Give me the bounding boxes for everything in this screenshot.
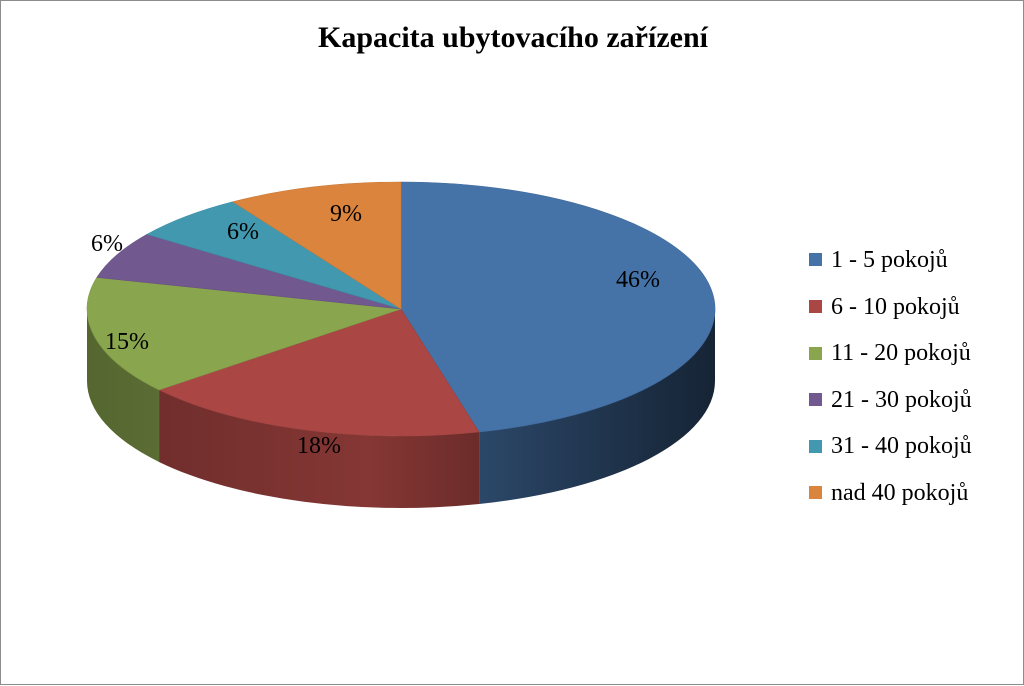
legend-label: 11 - 20 pokojů <box>831 340 971 367</box>
data-label-2: 18% <box>297 433 341 459</box>
pie-slice-1[interactable] <box>400 181 716 433</box>
chart-title: Kapacita ubytovacího zařízení <box>318 21 708 54</box>
legend-item-5[interactable]: 31 - 40 pokojů <box>809 423 972 470</box>
pie-slice-5[interactable] <box>146 201 402 310</box>
data-label-3: 15% <box>105 329 149 355</box>
data-label-1: 46% <box>616 267 660 293</box>
data-label-6: 9% <box>330 201 362 227</box>
legend-item-1[interactable]: 1 - 5 pokojů <box>809 237 972 284</box>
legend-label: nad 40 pokojů <box>831 479 969 506</box>
legend-item-6[interactable]: nad 40 pokojů <box>809 470 972 517</box>
pie-slice-2[interactable] <box>158 308 480 437</box>
legend-item-3[interactable]: 11 - 20 pokojů <box>809 330 972 377</box>
pie-slice-side-2 <box>159 389 480 508</box>
legend-swatch <box>809 253 822 267</box>
legend-swatch <box>809 300 822 314</box>
data-label-4: 6% <box>91 231 123 257</box>
legend-item-2[interactable]: 6 - 10 pokojů <box>809 284 972 331</box>
data-label-5: 6% <box>227 219 259 245</box>
chart-legend: 1 - 5 pokojů 6 - 10 pokojů 11 - 20 pokojů 2… <box>809 237 972 517</box>
pie-slice-4[interactable] <box>96 234 402 310</box>
legend-item-4[interactable]: 21 - 30 pokojů <box>809 377 972 424</box>
legend-label: 1 - 5 pokojů <box>831 247 948 273</box>
pie-slice-side-3 <box>87 309 160 462</box>
legend-swatch <box>809 346 822 360</box>
legend-swatch <box>809 439 822 453</box>
pie-slice-side-1 <box>479 309 715 505</box>
legend-swatch <box>809 393 822 407</box>
legend-swatch <box>809 486 822 500</box>
legend-label: 21 - 30 pokojů <box>831 386 972 413</box>
legend-label: 6 - 10 pokojů <box>831 293 960 320</box>
pie-slice-3[interactable] <box>86 277 402 391</box>
pie-slice-6[interactable] <box>232 181 402 310</box>
legend-label: 31 - 40 pokojů <box>831 433 972 460</box>
